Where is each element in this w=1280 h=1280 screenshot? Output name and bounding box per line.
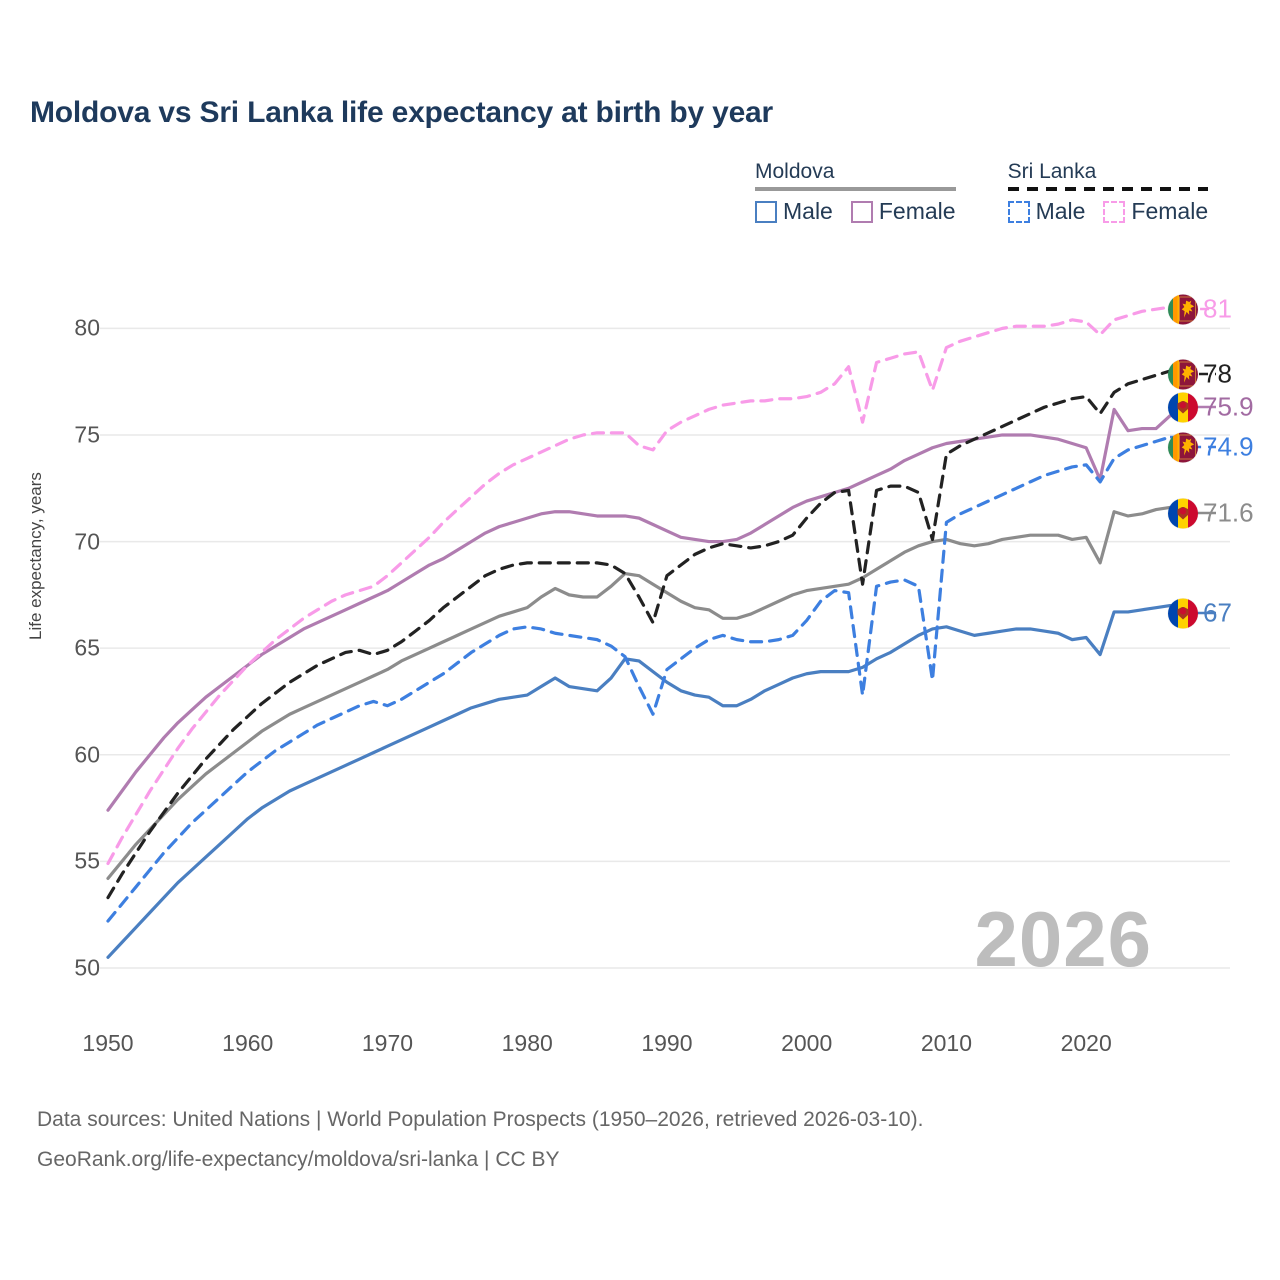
x-tick-label: 1950 (82, 1030, 134, 1056)
x-tick-label: 2000 (781, 1030, 833, 1056)
y-tick-label: 80 (74, 314, 100, 341)
page-title: Moldova vs Sri Lanka life expectancy at … (30, 96, 774, 129)
legend-item-label: Female (878, 198, 956, 224)
footer-line-2: GeoRank.org/life-expectancy/moldova/sri-… (37, 1148, 560, 1171)
legend-country-label: Sri Lanka (1007, 160, 1097, 183)
legend-group-sri-lanka: Sri Lanka Male Female (1007, 160, 1209, 225)
legend-item-label: Male (1035, 198, 1086, 224)
series-line-sri-lanka-female (106, 305, 1172, 866)
end-label-moldova-total: 71.6 (1168, 498, 1254, 529)
end-label-sri-lanka-total: 78 (1168, 359, 1232, 390)
legend-item-label: Female (1131, 198, 1209, 224)
legend-rule-solid (755, 187, 956, 191)
x-tick-label: 1990 (641, 1030, 693, 1056)
x-tick-label: 1970 (361, 1030, 414, 1056)
end-label-value: 75.9 (1203, 391, 1254, 422)
legend-items: Male Female (755, 198, 956, 225)
legend-rule-dashed (1007, 187, 1209, 191)
x-tick-label: 2010 (920, 1030, 972, 1056)
end-label-moldova-female: 75.9 (1168, 392, 1254, 423)
x-tick-label: 2020 (1060, 1030, 1112, 1056)
end-label-value: 78 (1203, 358, 1232, 389)
legend-items: Male Female (1007, 198, 1208, 225)
end-label-moldova-male: 67 (1168, 598, 1232, 629)
legend-item-label: Male (783, 198, 833, 224)
sri-lanka-flag-icon (1168, 359, 1198, 389)
series-line-sri-lanka-male (106, 435, 1172, 923)
legend-item-moldova-female[interactable]: Female (850, 198, 956, 225)
year-watermark: 2026 (974, 895, 1152, 983)
chart-legend: Moldova Male Female Sri Lanka Male Female (755, 160, 1209, 225)
legend-swatch-icon (1103, 200, 1126, 223)
end-label-value: 81 (1203, 293, 1232, 324)
x-tick-label: 1960 (222, 1030, 274, 1056)
y-tick-label: 70 (74, 528, 100, 555)
footer-line-1: Data sources: United Nations | World Pop… (37, 1108, 924, 1131)
moldova-flag-icon (1168, 392, 1198, 422)
moldova-flag-icon (1168, 498, 1198, 528)
legend-swatch-icon (755, 200, 777, 223)
y-tick-label: 75 (74, 421, 100, 448)
legend-item-sri-lanka-female[interactable]: Female (1103, 198, 1208, 225)
legend-swatch-icon (850, 200, 873, 223)
legend-country-label: Moldova (755, 160, 835, 183)
end-label-sri-lanka-female: 81 (1168, 294, 1232, 325)
end-label-sri-lanka-male: 74.9 (1168, 432, 1254, 463)
legend-item-sri-lanka-male[interactable]: Male (1007, 198, 1086, 225)
y-tick-label: 50 (74, 954, 100, 981)
end-label-value: 67 (1203, 597, 1232, 628)
sri-lanka-flag-icon (1168, 432, 1198, 462)
series-line-moldova-male (106, 603, 1172, 959)
legend-group-moldova: Moldova Male Female (755, 160, 956, 225)
x-tick-label: 1980 (501, 1030, 553, 1056)
y-tick-label: 65 (74, 634, 100, 661)
y-tick-label: 60 (74, 741, 100, 768)
series-line-moldova-female (106, 407, 1172, 812)
sri-lanka-flag-icon (1168, 294, 1198, 324)
moldova-flag-icon (1168, 598, 1198, 628)
legend-swatch-icon (1007, 200, 1030, 223)
end-label-value: 71.6 (1203, 497, 1254, 528)
y-axis-ticks: 80 75 70 65 60 55 50 (0, 290, 100, 985)
plot-area (100, 290, 1230, 985)
series-line-moldova-total (106, 505, 1172, 880)
y-tick-label: 55 (74, 847, 100, 874)
end-label-value: 74.9 (1203, 431, 1254, 462)
series-line-sri-lanka-total (106, 369, 1172, 900)
legend-item-moldova-male[interactable]: Male (755, 198, 833, 225)
